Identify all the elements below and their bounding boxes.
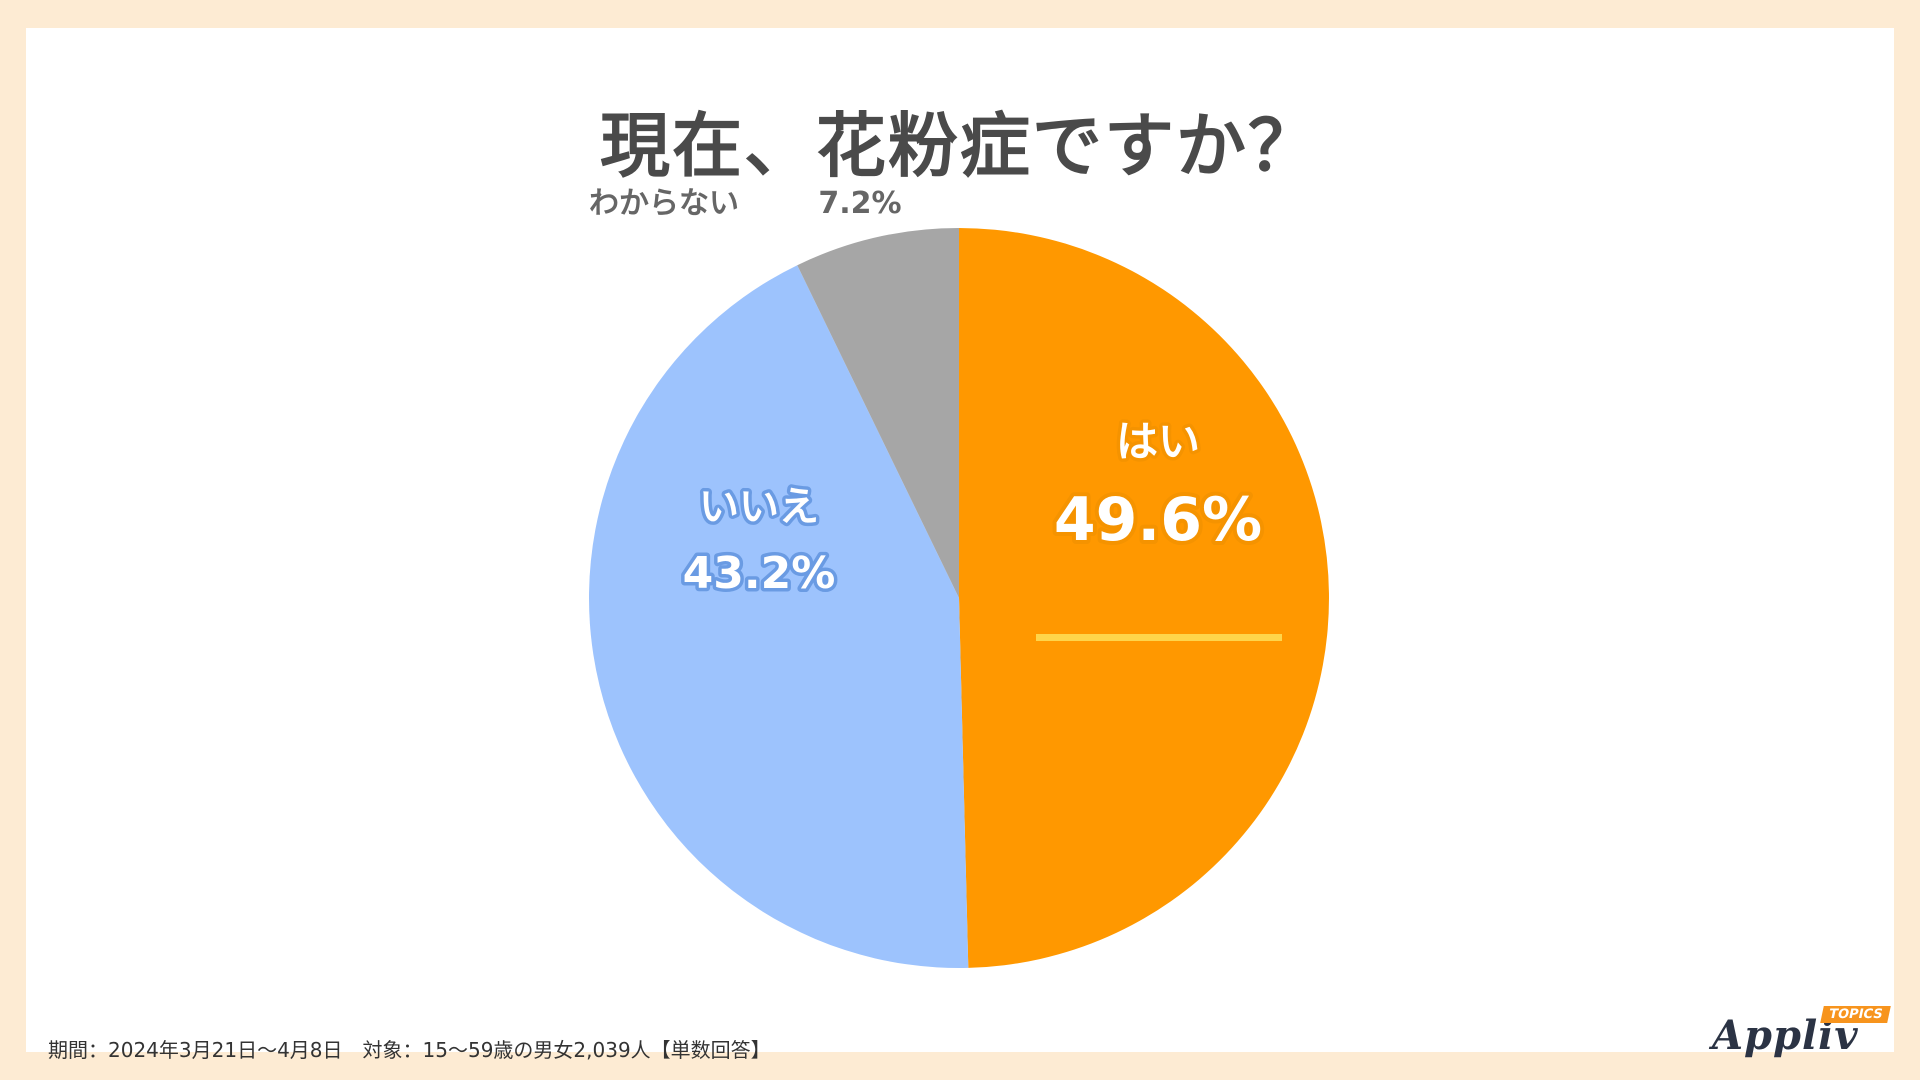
pie-slices [589,228,1329,969]
pie-slice-2 [797,228,959,598]
pie-slice-0 [959,228,1329,968]
chart-card: 現在、花粉症ですか？ はい 49.6% いいえ 43.2% わからない 7.2% 期間：2… [26,28,1894,1062]
slice-value-1: 43.2% [683,548,836,599]
slice-label-0: はい [1116,417,1200,466]
slice-label-1: いいえ [699,484,819,530]
logo-badge: TOPICS [1820,1006,1892,1023]
chart-title: 現在、花粉症ですか？ [600,105,1320,187]
pie-labels: はい 49.6% いいえ 43.2% わからない 7.2% [589,186,1282,641]
slice-label-2: わからない [589,186,739,221]
pie-chart: はい 49.6% いいえ 43.2% わからない 7.2% [589,186,1329,969]
slice-value-0: 49.6% [1054,485,1262,555]
value-underline [1036,634,1282,641]
survey-footnote: 期間：2024年3月21日～4月8日 対象：15～59歳の男女2,039人【単数… [48,1038,771,1062]
pie-slice-1 [589,265,969,969]
slice-value-2: 7.2% [818,186,901,221]
applivtopics-logo: Appliv TOPICS [1686,1006,1892,1059]
